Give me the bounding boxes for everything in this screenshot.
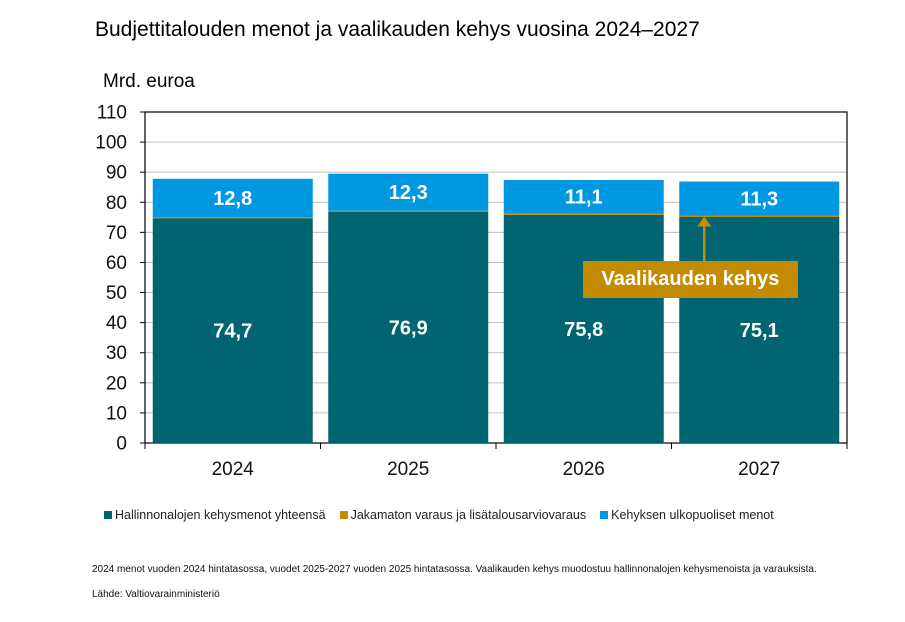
data-label: 74,7 <box>213 321 252 343</box>
data-label: 76,9 <box>389 317 428 339</box>
legend-label: Jakamaton varaus ja lisätalousarviovarau… <box>350 508 587 522</box>
y-axis-unit-label: Mrd. euroa <box>103 71 195 92</box>
y-tick-label: 50 <box>106 283 127 304</box>
data-label: 11,3 <box>740 189 778 211</box>
data-label: 12,3 <box>389 182 428 204</box>
bar-varaus-2026 <box>503 213 664 215</box>
y-tick-label: 10 <box>106 403 127 424</box>
x-tick-label: 2024 <box>212 459 255 480</box>
legend-item-ulkopuoliset: Kehyksen ulkopuoliset menot <box>600 508 774 522</box>
legend: Hallinnonalojen kehysmenot yhteensä Jaka… <box>104 508 774 522</box>
bar-ulkopuoliset-2027 <box>679 181 840 216</box>
footnote: 2024 menot vuoden 2024 hintatasossa, vuo… <box>92 564 817 575</box>
legend-item-hallinnonalat: Hallinnonalojen kehysmenot yhteensä <box>104 508 326 522</box>
y-tick-label: 80 <box>106 193 127 214</box>
legend-item-varaus: Jakamaton varaus ja lisätalousarviovarau… <box>339 508 587 522</box>
y-tick-label: 40 <box>106 313 127 334</box>
x-tick-label: 2025 <box>387 459 429 480</box>
legend-swatch <box>600 511 609 519</box>
bar-varaus-2027 <box>679 215 840 218</box>
bar-hallinnonalat-2025 <box>328 211 489 443</box>
bar-varaus-2024 <box>152 217 313 219</box>
y-tick-label: 100 <box>95 133 127 154</box>
data-label: 75,8 <box>564 319 603 341</box>
y-tick-label: 60 <box>106 253 127 274</box>
bar-varaus-2025 <box>328 210 489 212</box>
y-tick-label: 20 <box>106 373 127 394</box>
data-label: 75,1 <box>740 320 779 342</box>
source-note: Lähde: Valtiovarainministeriö <box>92 589 220 600</box>
bar-hallinnonalat-2027 <box>679 217 840 443</box>
legend-label: Hallinnonalojen kehysmenot yhteensä <box>115 508 326 522</box>
bar-hallinnonalat-2024 <box>152 218 313 443</box>
y-tick-label: 90 <box>106 163 127 184</box>
bar-ulkopuoliset-2025 <box>328 173 489 211</box>
legend-swatch <box>339 511 348 519</box>
bar-ulkopuoliset-2026 <box>503 180 664 214</box>
y-tick-label: 70 <box>106 223 127 244</box>
x-tick-label: 2026 <box>563 459 605 480</box>
bar-hallinnonalat-2026 <box>503 214 664 443</box>
data-label: 12,8 <box>213 188 252 210</box>
x-tick-label: 2027 <box>738 459 780 480</box>
bar-ulkopuoliset-2024 <box>152 178 313 218</box>
legend-label: Kehyksen ulkopuoliset menot <box>611 508 774 522</box>
annotation-arrow-head <box>697 216 712 227</box>
data-label: 11,1 <box>565 187 603 209</box>
y-tick-label: 30 <box>106 343 127 364</box>
legend-swatch <box>104 511 112 519</box>
annotation-vaalikauden-kehys: Vaalikauden kehys <box>583 261 798 298</box>
chart-title: Budjettitalouden menot ja vaalikauden ke… <box>95 18 700 41</box>
y-tick-label: 110 <box>97 103 127 124</box>
y-tick-label: 0 <box>116 434 127 455</box>
